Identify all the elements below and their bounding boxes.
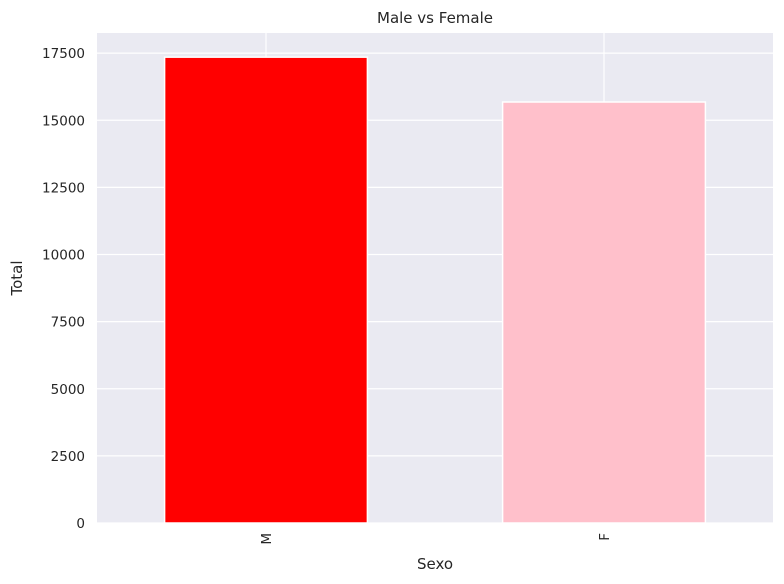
y-tick-label: 12500 <box>42 180 85 196</box>
bar-f <box>501 101 707 524</box>
y-tick-label: 10000 <box>42 248 85 264</box>
y-tick-label: 7500 <box>51 315 85 331</box>
y-tick-labels: 0 2500 5000 7500 10000 12500 15000 17500 <box>42 46 85 532</box>
y-tick-label: 2500 <box>51 449 85 465</box>
x-tick-label: M <box>259 533 275 545</box>
bars <box>163 56 707 524</box>
y-tick-label: 15000 <box>42 113 85 129</box>
y-tick-label: 0 <box>76 516 85 532</box>
chart-title: Male vs Female <box>377 9 493 27</box>
bar-m <box>163 56 369 524</box>
y-tick-label: 5000 <box>51 382 85 398</box>
x-axis-label: Sexo <box>417 555 453 573</box>
y-axis-label: Total <box>8 260 26 296</box>
x-tick-label: F <box>597 533 613 541</box>
y-tick-label: 17500 <box>42 46 85 62</box>
